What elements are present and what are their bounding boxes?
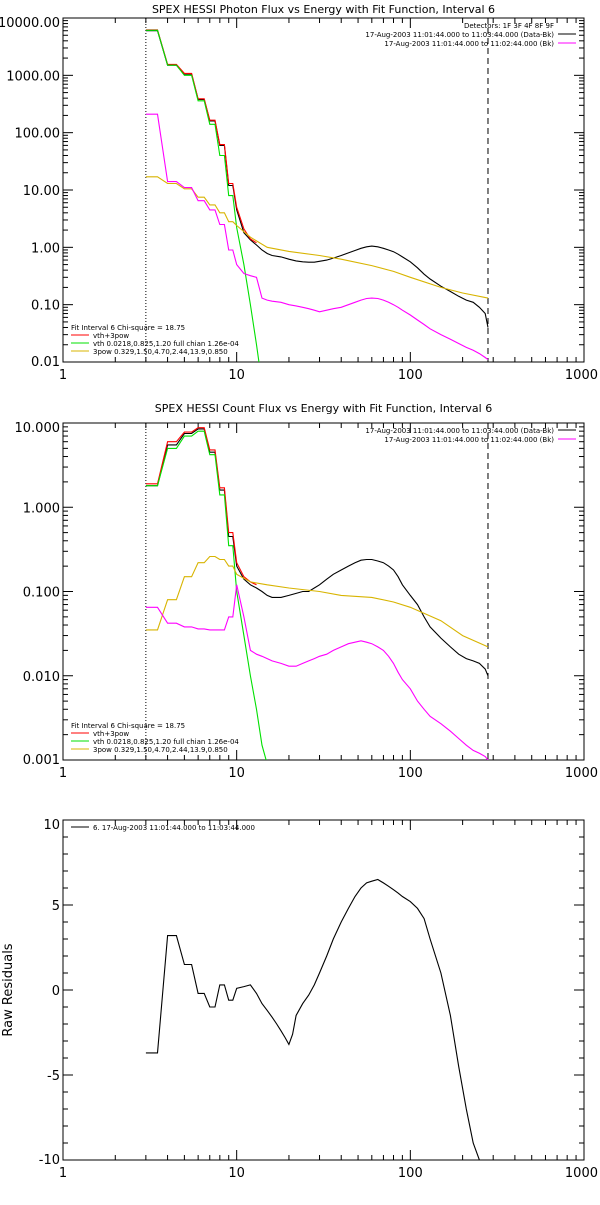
- plot-frame: [62, 819, 585, 1161]
- x-tick-label: 1: [59, 368, 67, 383]
- x-tick-label: 1000: [565, 766, 598, 781]
- series-line-2: [145, 29, 260, 362]
- legend-bottom-entry: 3pow 0.329,1.50,4.70,2.44,13.9,0.850: [93, 746, 228, 754]
- y-tick-label: 0: [52, 984, 60, 999]
- series-line-0: [145, 30, 489, 328]
- legend-top-entry: 17-Aug-2003 11:01:44.000 to 11:03:44.000…: [365, 427, 554, 435]
- legend-bottom-entry: Fit Interval 6 Chi-square = 18.75: [71, 324, 185, 332]
- series-line-0: [145, 428, 489, 677]
- x-tick-label: 1: [59, 766, 67, 781]
- x-tick-label: 10: [228, 1166, 245, 1181]
- y-tick-label: 0.01: [31, 355, 60, 370]
- chart-panel-photon: SPEX HESSI Photon Flux vs Energy with Fi…: [0, 3, 598, 383]
- legend-bottom-entry: Fit Interval 6 Chi-square = 18.75: [71, 722, 185, 730]
- x-tick-label: 100: [398, 1166, 423, 1181]
- legend-top-entry: 17-Aug-2003 11:01:44.000 to 11:02:44.000…: [384, 436, 554, 444]
- y-tick-label: 0.001: [23, 753, 60, 768]
- y-tick-label: 1000.00: [6, 69, 60, 84]
- series-line-4: [145, 584, 489, 760]
- y-tick-label: 0.010: [23, 670, 60, 685]
- y-tick-label: 5: [52, 899, 60, 914]
- series-group: [145, 29, 489, 362]
- x-tick-label: 1000: [565, 1166, 598, 1181]
- legend-bottom-entry: vth 0.0218,0.825,1.20 full chian 1.26e-0…: [93, 738, 239, 746]
- chart-title: SPEX HESSI Photon Flux vs Energy with Fi…: [152, 3, 495, 16]
- chart-panel-count: SPEX HESSI Count Flux vs Energy with Fit…: [15, 402, 599, 781]
- x-tick-label: 10: [228, 766, 245, 781]
- legend-top-entry: 17-Aug-2003 11:01:44.000 to 11:02:44.000…: [384, 40, 554, 48]
- y-tick-label: 0.10: [31, 299, 60, 314]
- x-tick-label: 100: [398, 766, 423, 781]
- y-tick-label: 1.00: [31, 241, 60, 256]
- series-line-1: [145, 427, 257, 586]
- y-tick-label: 0.100: [23, 586, 60, 601]
- y-tick-label: -10: [39, 1153, 60, 1168]
- series-line-0: [145, 878, 488, 1160]
- x-tick-label: 10: [228, 368, 245, 383]
- series-line-2: [145, 430, 267, 760]
- y-axis-label: Raw Residuals: [1, 943, 16, 1036]
- legend-bottom-entry: 3pow 0.329,1.50,4.70,2.44,13.9,0.850: [93, 348, 228, 356]
- y-tick-label: 100.00: [15, 127, 61, 142]
- legend-bottom-entry: vth 0.0218,0.825,1.20 full chian 1.26e-0…: [93, 340, 239, 348]
- legend-top-entry: Detectors: 1F 3F 4F 8F 9F: [464, 22, 554, 30]
- y-tick-label: 10: [43, 818, 60, 833]
- legend-top-entry: 6. 17-Aug-2003 11:01:44.000 to 11:03:44.…: [93, 824, 255, 832]
- chart-title: SPEX HESSI Count Flux vs Energy with Fit…: [155, 402, 492, 415]
- legend-bottom-entry: vth+3pow: [93, 332, 129, 340]
- y-tick-label: 1.000: [23, 501, 60, 516]
- x-tick-label: 100: [398, 368, 423, 383]
- x-tick-label: 1: [59, 1166, 67, 1181]
- plot-frame: [62, 422, 585, 761]
- series-group: [145, 427, 489, 760]
- y-tick-label: 10.00: [23, 184, 60, 199]
- series-line-3: [145, 555, 489, 648]
- legend-top-entry: 17-Aug-2003 11:01:44.000 to 11:03:44.000…: [365, 31, 554, 39]
- y-tick-label: -5: [47, 1069, 60, 1084]
- legend-bottom-entry: vth+3pow: [93, 730, 129, 738]
- y-tick-label: 10.000: [15, 421, 61, 436]
- series-line-1: [145, 29, 257, 244]
- series-group: [145, 878, 488, 1160]
- series-line-3: [145, 176, 489, 299]
- series-line-4: [145, 113, 489, 361]
- x-tick-label: 1000: [565, 368, 598, 383]
- chart-panel-residuals: 1 10 100 1000 -10 -5 0 5 10 Raw Residuals 6. 17-Au…: [1, 818, 598, 1181]
- y-tick-label: 10000.00: [0, 16, 60, 31]
